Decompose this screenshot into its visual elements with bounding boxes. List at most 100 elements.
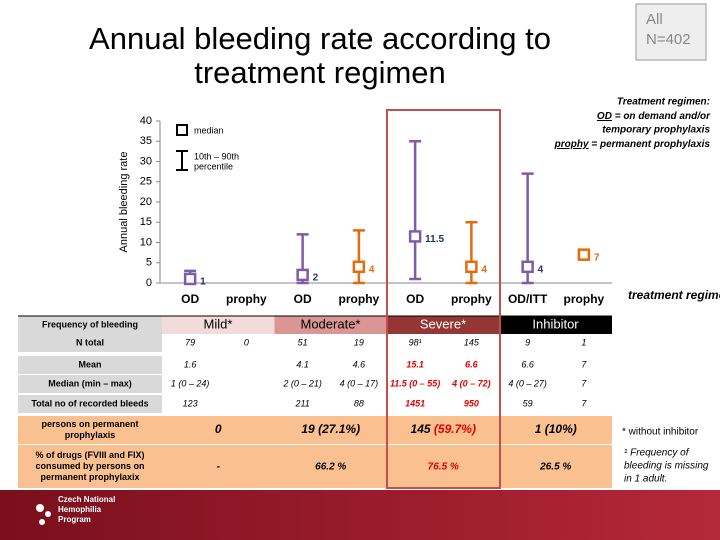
y-tick-label: 10	[140, 236, 152, 248]
summary-label: persons on permanent	[41, 419, 138, 429]
table-cell: 1	[581, 337, 586, 347]
table-cell: 4 (0 – 27)	[508, 378, 547, 388]
median-marker	[296, 268, 309, 282]
summary-main: 19	[301, 422, 315, 436]
range-bar	[352, 229, 365, 285]
table-cell: 51	[298, 337, 308, 347]
summary-main: 1	[535, 422, 542, 436]
x-tick-label: OD	[294, 292, 312, 306]
row-label-cell	[18, 395, 162, 413]
value-label: 7	[594, 252, 600, 263]
table-cell: 145	[464, 337, 480, 347]
table-cell: 123	[183, 398, 198, 408]
title: Annual bleeding rate according to treatm…	[89, 22, 551, 90]
row-label: Mean	[78, 359, 101, 369]
legend-range-icon	[176, 150, 188, 171]
table-header: Frequency of bleeding	[42, 319, 138, 329]
table-cell: 11.5 (0 – 55)	[390, 378, 440, 388]
median-marker	[352, 260, 366, 274]
row-label-cell	[18, 375, 162, 393]
x-axis-label: treatment regimen	[628, 288, 720, 302]
y-tick-label: 25	[140, 176, 152, 188]
table-cell: 6.6	[521, 359, 534, 369]
summary-paren: (59.7%)	[434, 422, 476, 436]
table-cell: 19	[354, 337, 364, 347]
population-text: N=402	[646, 31, 691, 48]
table-cell: 1451	[405, 398, 425, 408]
severe-highlight	[386, 109, 501, 489]
notes-od2: temporary prophylaxis	[602, 125, 710, 136]
summary-cell: 76.5 %	[428, 461, 459, 472]
summary-cell: 0	[215, 422, 222, 436]
table-cell: 4 (0 – 17)	[340, 378, 379, 388]
x-tick-label: OD/ITT	[508, 292, 548, 306]
y-tick-label: 35	[140, 135, 152, 147]
table-cell: 88	[354, 398, 364, 408]
footnote: bleeding is missing	[624, 461, 709, 472]
summary-cell: 1 (10%)	[535, 422, 577, 436]
legend-median-icon	[176, 124, 188, 136]
summary-row	[18, 416, 612, 444]
range-bar	[465, 221, 478, 285]
table-cell: 15.1	[406, 359, 424, 369]
notes-heading: Treatment regimen:	[617, 97, 710, 108]
summary-paren: (27.1%)	[318, 422, 360, 436]
od-text: = on demand and/or	[615, 111, 711, 122]
logo-text: Czech National	[58, 495, 115, 504]
notes-prophy: prophy = permanent prophylaxis	[554, 139, 711, 150]
y-tick-label: 40	[140, 115, 152, 127]
prophy-text: = permanent prophylaxis	[591, 139, 710, 150]
table-cell: 211	[294, 398, 309, 408]
group-header: Severe*	[420, 316, 466, 331]
group-header-cell	[162, 316, 275, 334]
row-label-cell	[18, 356, 162, 374]
logo-text: Program	[58, 515, 91, 524]
y-tick-label: 20	[140, 196, 152, 208]
value-label: 4	[369, 264, 375, 275]
value-label: 11.5	[425, 234, 444, 245]
summary-label: % of drugs (FVIII and FIX)	[36, 450, 145, 460]
median-marker	[465, 260, 478, 274]
summary-cell: 66.2 %	[315, 461, 346, 472]
group-header: Inhibitor	[532, 316, 579, 331]
table-cell: 7	[581, 378, 587, 388]
y-axis-label: Annual bleeding rate	[118, 152, 130, 253]
table-cell: 7	[581, 359, 587, 369]
legend-range: 10th – 90th	[194, 151, 239, 161]
row-label: N total	[76, 337, 104, 347]
x-tick-label: prophy	[564, 292, 605, 306]
summary-main: 26.5 %	[539, 461, 571, 472]
summary-main: 66.2 %	[315, 461, 346, 472]
summary-label: prophylaxis	[65, 430, 116, 440]
table-cell: 950	[464, 398, 479, 408]
prophy-term: prophy	[554, 139, 589, 150]
population-box	[635, 3, 707, 61]
notes-od: OD = on demand and/or	[597, 111, 711, 122]
table-cell: 4.1	[296, 359, 309, 369]
summary-paren: (10%)	[545, 422, 577, 436]
y-tick-label: 30	[140, 155, 152, 167]
row-label: Median (min – max)	[48, 378, 132, 388]
table-cell: 1.6	[184, 359, 197, 369]
footnote: in 1 adult.	[624, 474, 667, 485]
population-text: All	[646, 11, 663, 28]
footer-band	[0, 490, 720, 540]
x-tick-label: prophy	[339, 292, 380, 306]
summary-cell: 145 (59.7%)	[411, 422, 476, 436]
y-tick-label: 0	[146, 277, 152, 289]
table-cell: 0	[244, 337, 249, 347]
median-marker	[408, 230, 422, 243]
row-label: Total no of recorded bleeds	[31, 398, 148, 408]
summary-cell: 26.5 %	[539, 461, 571, 472]
logo-dot	[45, 511, 51, 517]
footnote: ¹ Frequency of	[624, 448, 690, 459]
row-label-cell	[18, 334, 162, 352]
table-header-cell	[18, 316, 162, 334]
x-tick-label: OD	[181, 292, 199, 306]
group-header-cell	[499, 316, 612, 334]
summary-main: 0	[215, 422, 222, 436]
logo-dot	[39, 519, 45, 525]
table-cell: 4 (0 – 72)	[451, 378, 491, 388]
